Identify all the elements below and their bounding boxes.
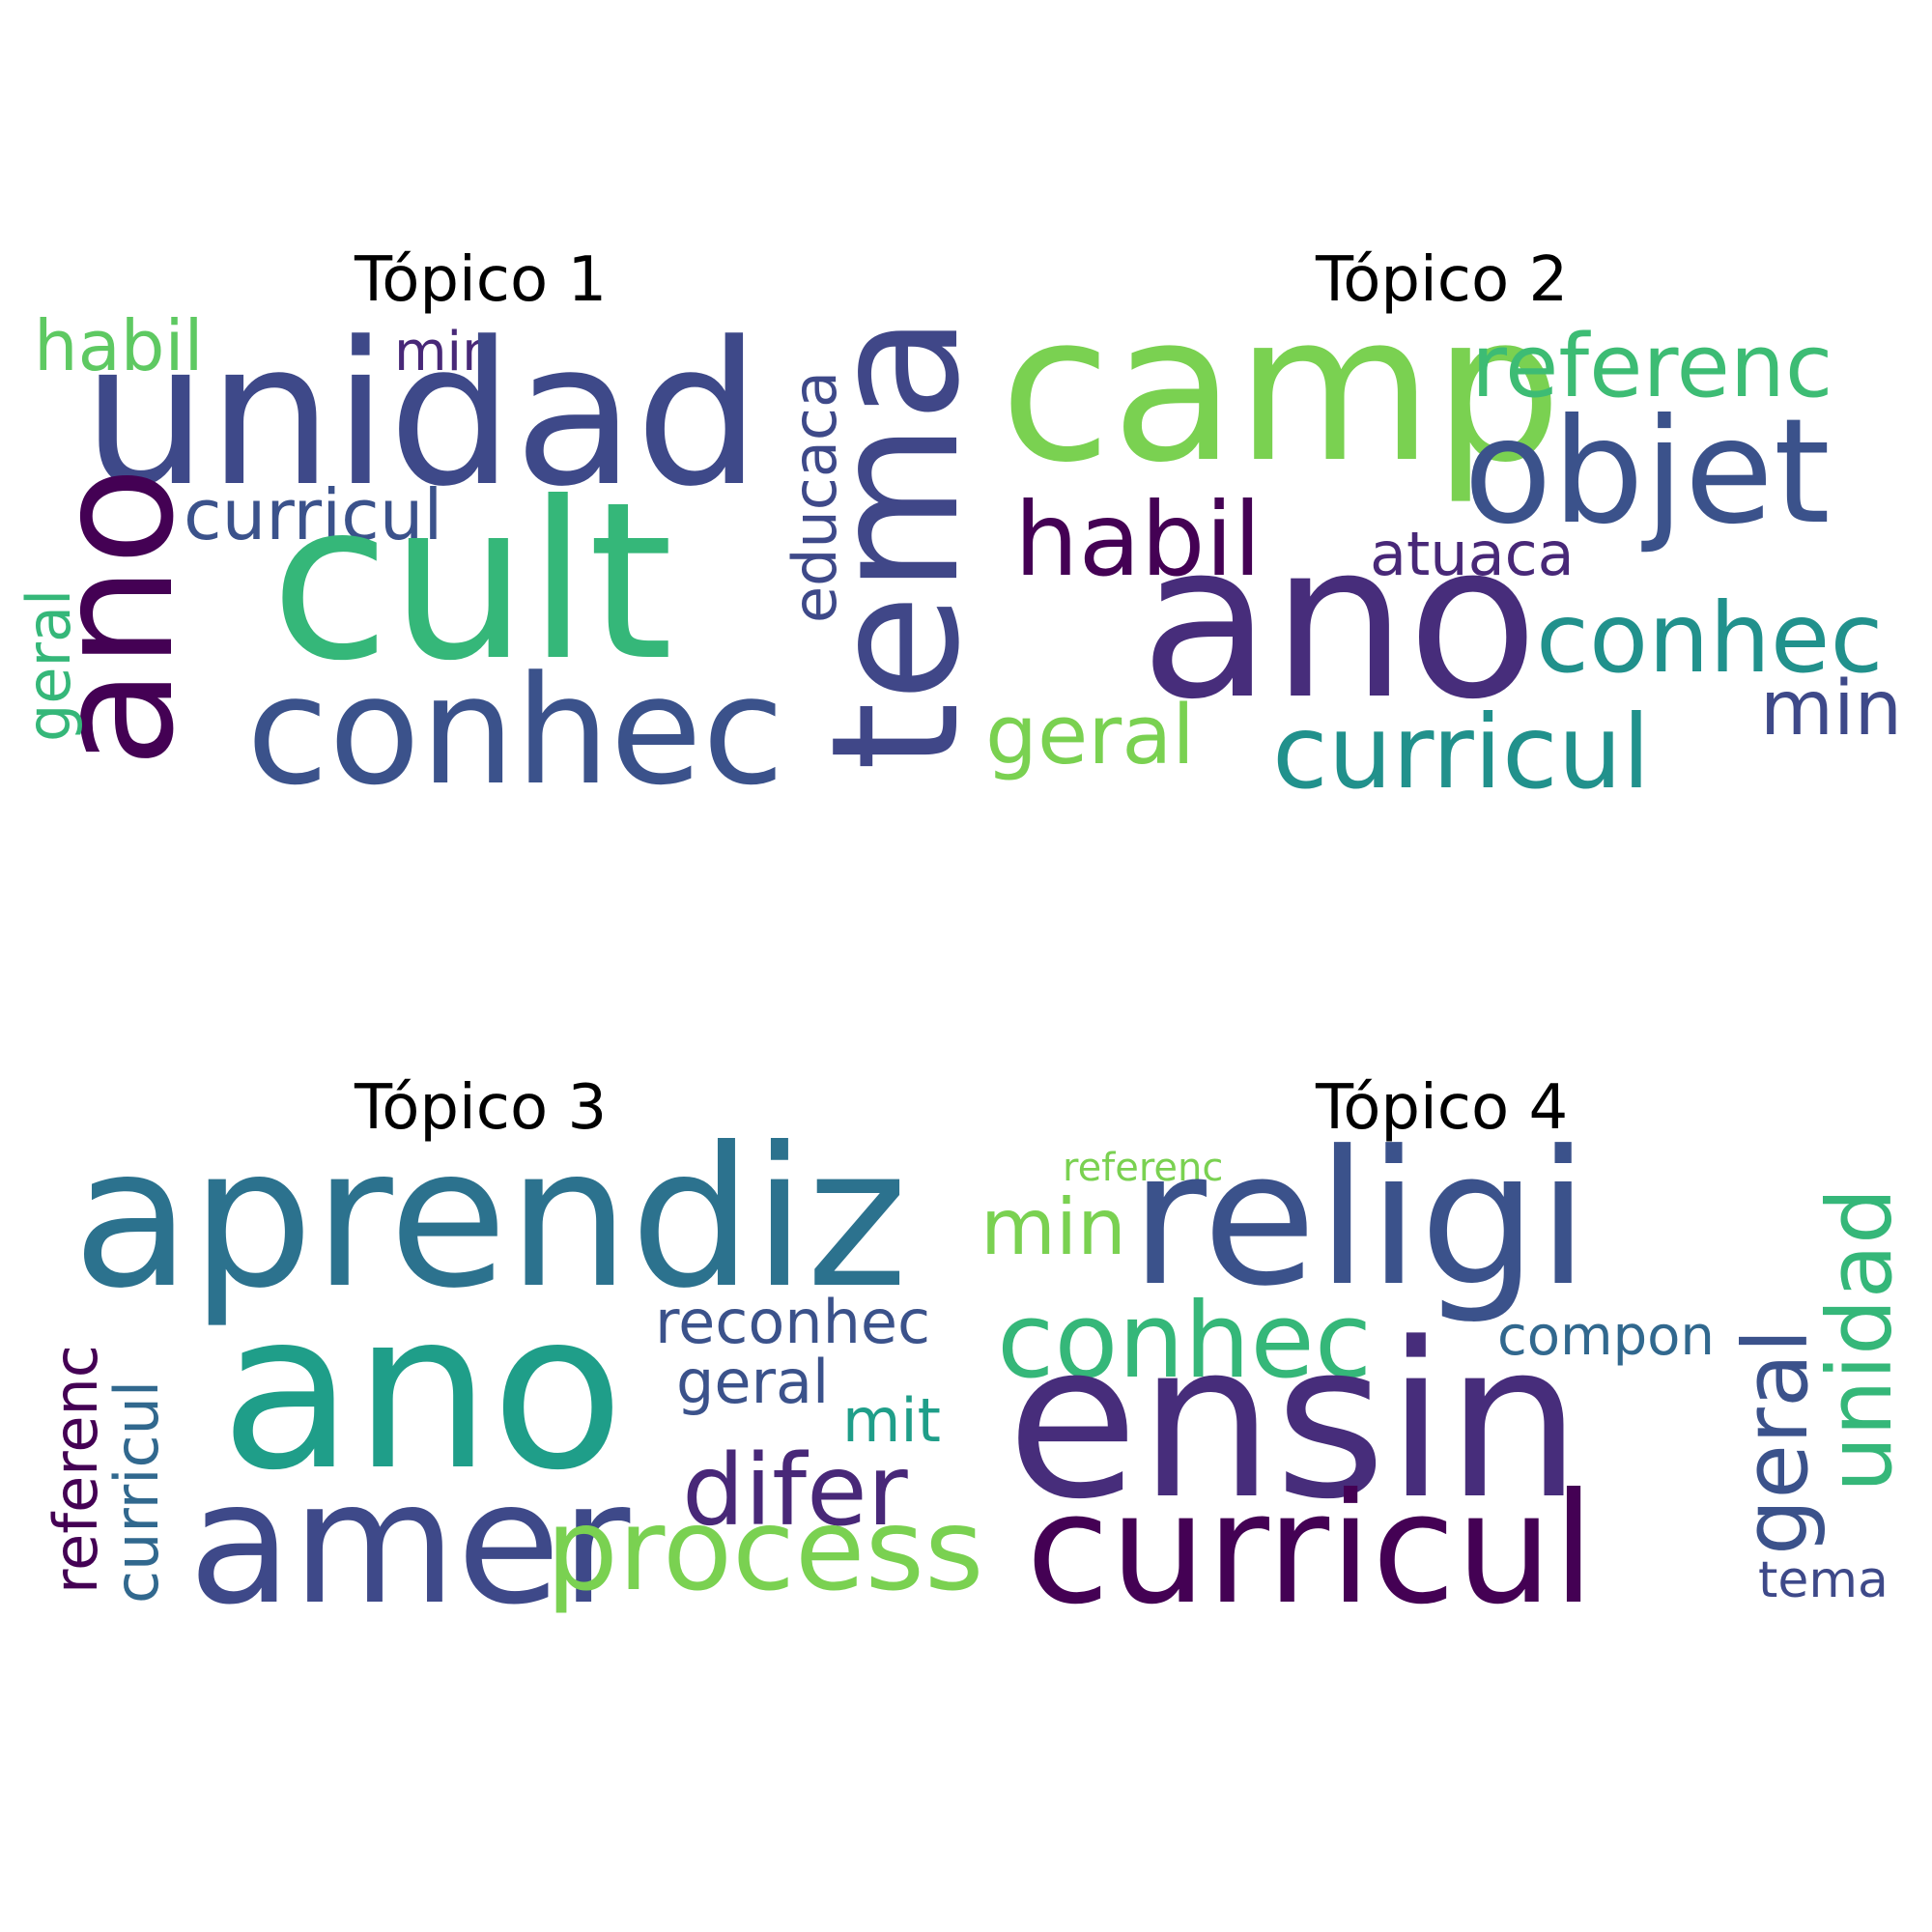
word-amer: amer — [188, 1446, 630, 1642]
word-process: process — [546, 1483, 983, 1616]
word-cult: cult — [270, 456, 673, 709]
word-conhec: conhec — [246, 643, 784, 818]
word-min: min — [394, 321, 497, 384]
topic-4-word-cloud: referenc religi min unidad conhec compon… — [980, 1112, 1912, 1638]
word-religi: religi — [1130, 1112, 1589, 1327]
word-referenc-4: referenc — [1063, 1146, 1223, 1190]
word-aprendiz: aprendiz — [72, 1106, 908, 1331]
word-unidad: unidad — [82, 300, 761, 530]
word-difer: difer — [682, 1434, 908, 1548]
word-habil: habil — [34, 305, 203, 386]
word-habil-2: habil — [1014, 481, 1262, 599]
word-geral-4: geral — [1724, 1328, 1828, 1555]
word-compon: compon — [1497, 1305, 1715, 1368]
word-geral-3: geral — [676, 1347, 829, 1417]
word-curricul-3: curricul — [101, 1380, 172, 1604]
word-objet: objet — [1463, 388, 1831, 556]
topic-4-title: Tópico 4 — [1316, 1072, 1569, 1144]
word-atuaca: atuaca — [1370, 519, 1575, 589]
word-ano-2: ano — [1140, 497, 1539, 747]
word-reconhec: reconhec — [655, 1287, 930, 1357]
topic-3-title: Tópico 3 — [355, 1072, 608, 1144]
word-unidad-4: unidad — [1808, 1188, 1912, 1492]
topic-1-word-cloud: habil min unidad curricul cult ano geral… — [14, 300, 998, 818]
word-educaca: educaca — [780, 371, 850, 623]
word-tema-4: tema — [1758, 1551, 1889, 1609]
word-tema: tema — [793, 315, 998, 771]
word-ensin: ensin — [1007, 1297, 1581, 1547]
word-min-4: min — [980, 1182, 1126, 1272]
topic-1-title: Tópico 1 — [355, 244, 608, 316]
word-referenc-3: referenc — [41, 1345, 111, 1594]
word-curricul: curricul — [184, 474, 442, 555]
topic-2-title: Tópico 2 — [1316, 244, 1569, 316]
word-ano: ano — [20, 467, 210, 768]
topic-3-word-cloud: aprendiz ano reconhec geral mit difer am… — [41, 1106, 983, 1642]
word-min-2: min — [1760, 666, 1902, 753]
word-camp: camp — [1000, 270, 1562, 507]
word-conhec-4: conhec — [997, 1281, 1372, 1402]
topic-2-word-cloud: camp referenc objet habil atuaca ano con… — [985, 270, 1902, 811]
word-mit: mit — [842, 1385, 941, 1456]
word-ano-3: ano — [220, 1265, 624, 1519]
word-conhec-2: conhec — [1536, 582, 1883, 695]
word-referenc: referenc — [1471, 316, 1833, 417]
word-geral: geral — [14, 589, 84, 742]
word-curricul-4: curricul — [1026, 1461, 1595, 1638]
word-curricul-2: curricul — [1272, 694, 1650, 811]
word-geral-2: geral — [985, 688, 1195, 783]
